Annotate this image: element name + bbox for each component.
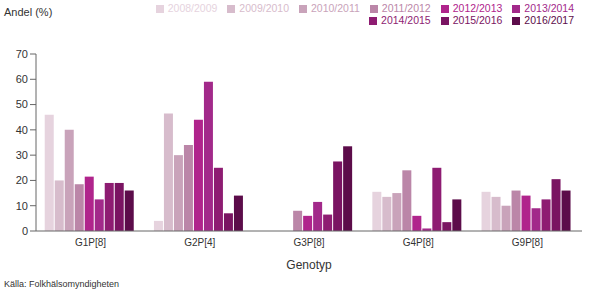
svg-text:10: 10 xyxy=(16,200,28,212)
svg-text:G1P[8]: G1P[8] xyxy=(75,237,106,248)
svg-text:20: 20 xyxy=(16,174,28,186)
svg-text:Genotyp: Genotyp xyxy=(286,258,332,272)
html-text:2013/2014: 2013/2014 xyxy=(524,2,574,14)
html-text:2016/2017: 2016/2017 xyxy=(524,14,574,26)
svg-text:G3P[8]: G3P[8] xyxy=(293,237,324,248)
svg-text:40: 40 xyxy=(16,124,28,136)
html-text:2011/2012: 2011/2012 xyxy=(381,2,431,14)
html-text:2012/2013: 2012/2013 xyxy=(452,2,503,14)
svg-text:50: 50 xyxy=(16,98,28,110)
html-text:2008/2009: 2008/2009 xyxy=(167,2,218,14)
html-text:2010/2011: 2010/2011 xyxy=(311,2,360,14)
html-text:2014/2015: 2014/2015 xyxy=(381,14,431,26)
svg-text:G2P[4]: G2P[4] xyxy=(184,237,215,248)
svg-text:G4P[8]: G4P[8] xyxy=(403,237,434,248)
html-text:2009/2010: 2009/2010 xyxy=(239,2,289,14)
svg-text:0: 0 xyxy=(22,225,28,237)
html-text:Andel (%): Andel (%) xyxy=(4,6,53,18)
html-text:Källa: Folkhälsomyndigheten: Källa: Folkhälsomyndigheten xyxy=(4,279,120,289)
html-text:2015/2016: 2015/2016 xyxy=(452,14,503,26)
svg-text:70: 70 xyxy=(16,48,28,60)
svg-text:G9P[8]: G9P[8] xyxy=(512,237,543,248)
svg-text:30: 30 xyxy=(16,149,28,161)
svg-text:60: 60 xyxy=(16,73,28,85)
